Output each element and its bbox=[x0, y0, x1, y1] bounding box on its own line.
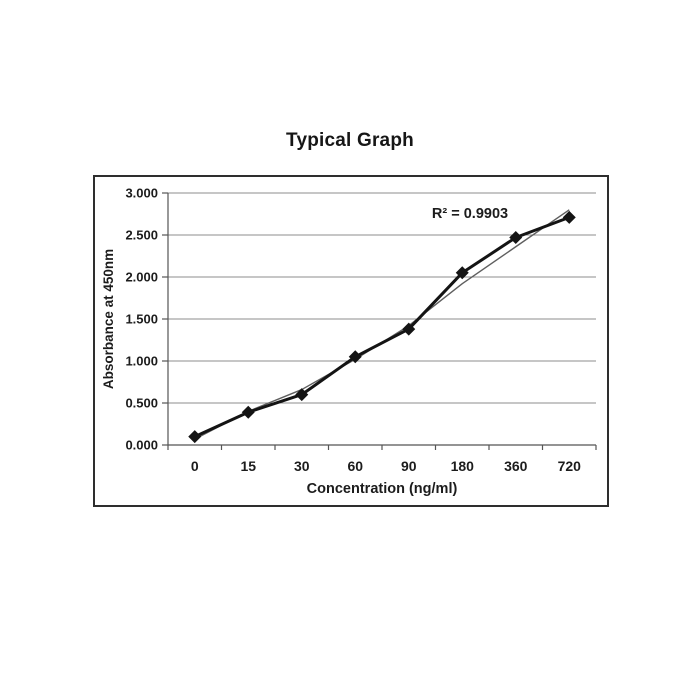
x-axis-title: Concentration (ng/ml) bbox=[307, 481, 458, 497]
x-tick-label: 90 bbox=[401, 458, 417, 474]
y-tick-label: 2.000 bbox=[125, 270, 158, 285]
y-tick-label: 0.500 bbox=[125, 396, 158, 411]
r-squared-annotation: R² = 0.9903 bbox=[432, 206, 508, 222]
series-line bbox=[193, 215, 571, 439]
data-point-marker-1 bbox=[241, 405, 255, 419]
chart-svg: 0.000 0.500 1.000 1.500 2.000 2.500 3.000 0 15 30… bbox=[93, 175, 609, 507]
chart-border bbox=[93, 175, 609, 507]
data-point-marker-3 bbox=[348, 350, 362, 364]
y-tick-label: 1.500 bbox=[125, 312, 158, 327]
data-point-marker-7 bbox=[562, 210, 576, 224]
data-point-marker-5 bbox=[455, 266, 469, 280]
data-point-marker-2 bbox=[295, 388, 309, 402]
x-tick-label: 0 bbox=[191, 458, 199, 474]
data-point-marker-4 bbox=[402, 322, 416, 336]
x-tick-label: 720 bbox=[558, 458, 582, 474]
x-tick-label: 60 bbox=[347, 458, 363, 474]
chart-frame: 0.000 0.500 1.000 1.500 2.000 2.500 3.000 0 15 30… bbox=[93, 175, 609, 507]
chart-title: Typical Graph bbox=[286, 130, 414, 151]
y-tick-label: 0.000 bbox=[125, 438, 158, 453]
x-tick-label: 15 bbox=[240, 458, 256, 474]
x-tick-label: 360 bbox=[504, 458, 528, 474]
y-axis-title: Absorbance at 450nm bbox=[101, 249, 116, 389]
trendline bbox=[194, 209, 570, 440]
data-point-marker-0 bbox=[188, 430, 202, 444]
x-tick-label: 30 bbox=[294, 458, 310, 474]
x-tick-label: 180 bbox=[451, 458, 475, 474]
y-tick-label: 3.000 bbox=[125, 186, 158, 201]
y-tick-label: 2.500 bbox=[125, 228, 158, 243]
y-tick-label: 1.000 bbox=[125, 354, 158, 369]
data-point-marker-6 bbox=[509, 231, 523, 245]
